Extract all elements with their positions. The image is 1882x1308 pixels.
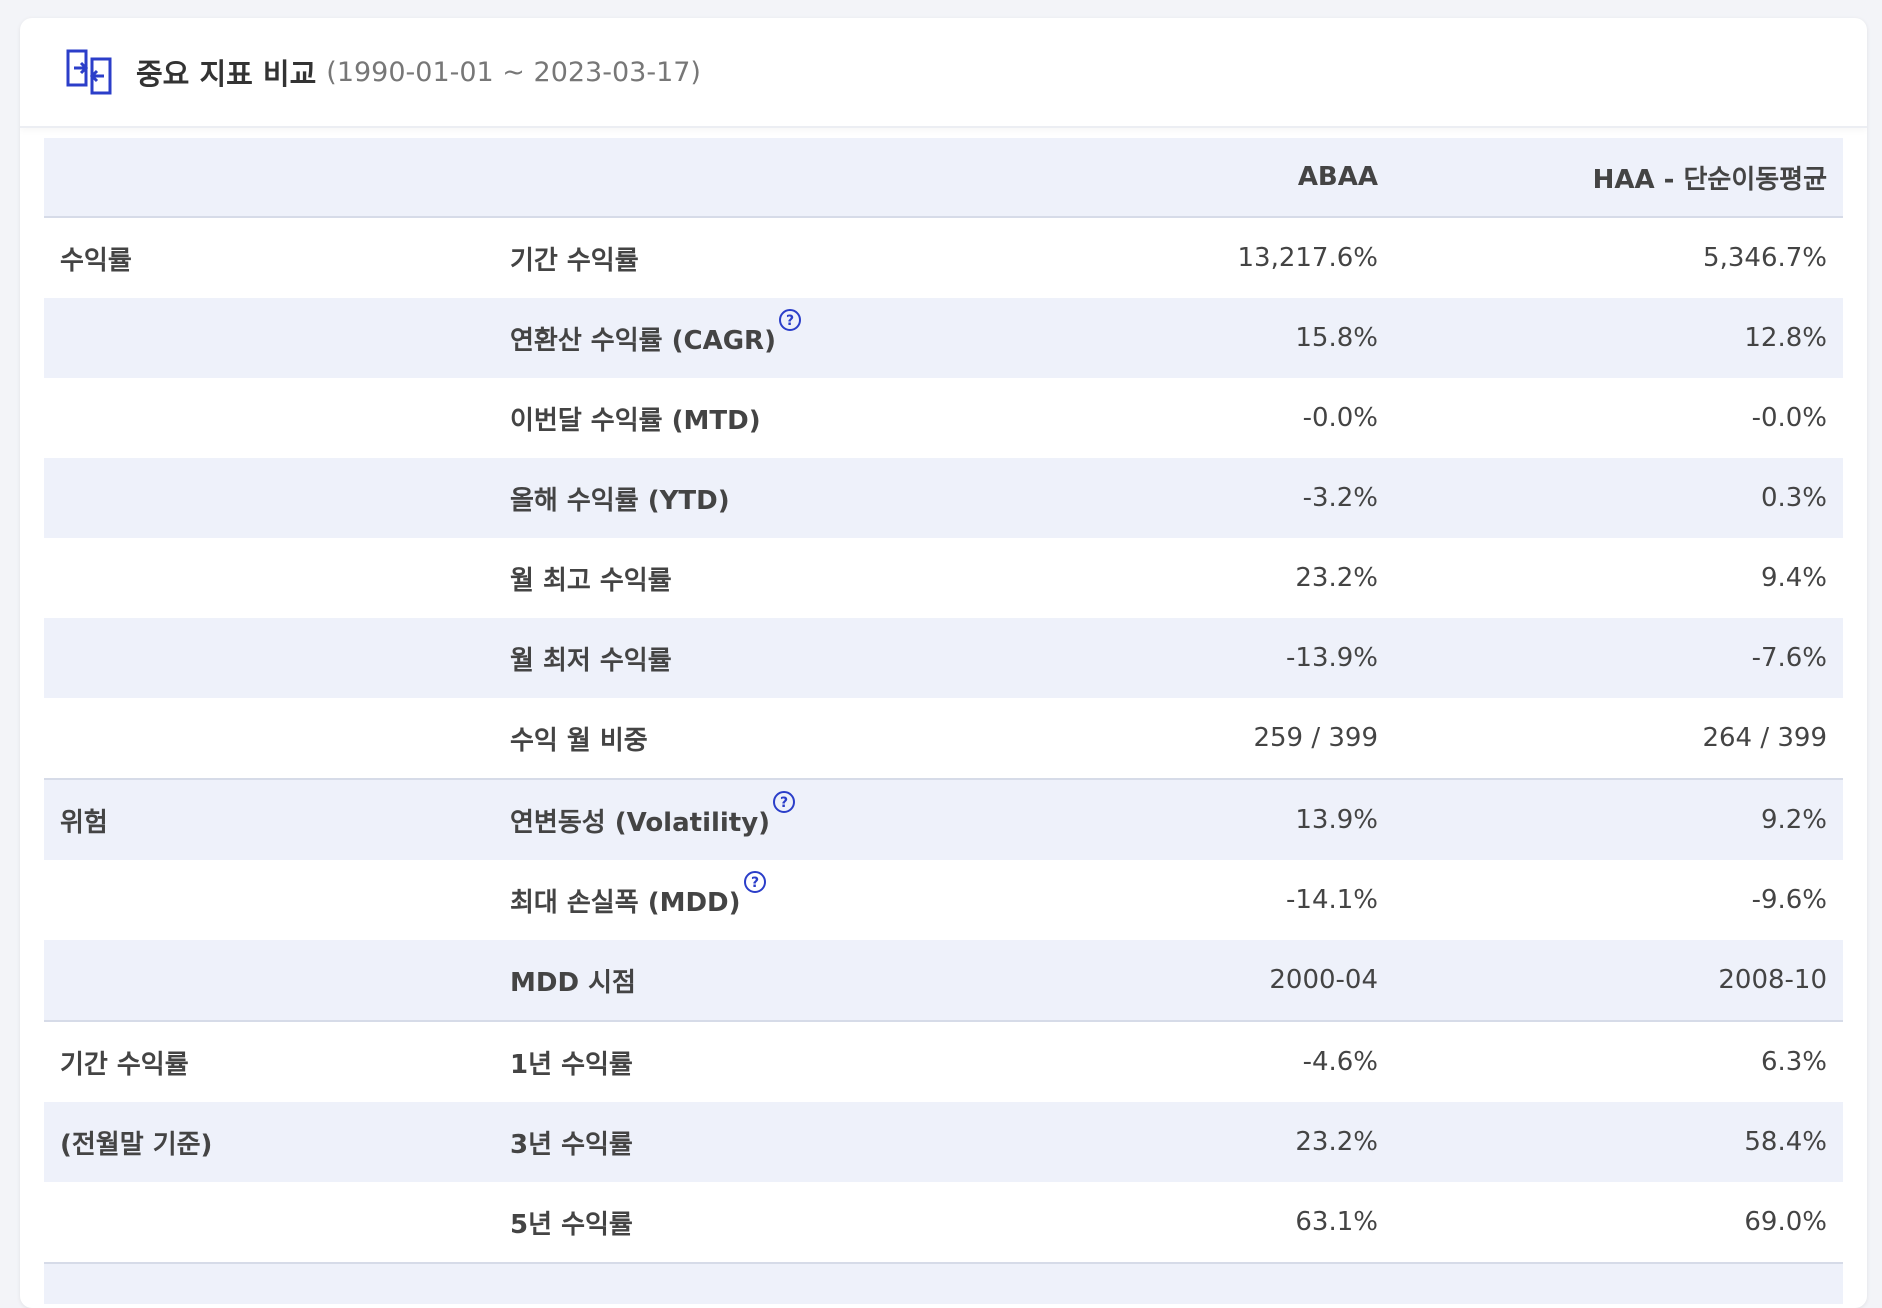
- svg-text:?: ?: [750, 875, 758, 891]
- metric-cell: 3년 수익률: [494, 1124, 944, 1161]
- metric-label: 5년 수익률: [510, 1209, 633, 1240]
- metric-cell: 올해 수익률 (YTD): [494, 480, 944, 517]
- table-row: 위험 연변동성 (Volatility)? 13.9% 9.2%: [44, 780, 1843, 860]
- table-header: ABAA HAA - 단순이동평균: [44, 138, 1843, 218]
- metrics-comparison-card: 중요 지표 비교 (1990-01-01 ~ 2023-03-17) ABAA …: [20, 18, 1867, 1308]
- metric-label: 월 최고 수익률: [510, 565, 672, 596]
- abaa-value: -0.0%: [1302, 403, 1378, 433]
- haa-value: 58.4%: [1744, 1127, 1827, 1157]
- table-row: 올해 수익률 (YTD) -3.2% 0.3%: [44, 458, 1843, 538]
- haa-value: -0.0%: [1751, 403, 1827, 433]
- metric-label: 1년 수익률: [510, 1049, 633, 1080]
- header-abaa: ABAA: [1297, 162, 1378, 192]
- metric-label: 3년 수익률: [510, 1129, 633, 1160]
- table-row: 기간 수익률 1년 수익률 -4.6% 6.3%: [44, 1022, 1843, 1102]
- abaa-value: -4.6%: [1302, 1047, 1378, 1077]
- haa-value: -7.6%: [1751, 643, 1827, 673]
- metric-cell: 연환산 수익률 (CAGR)?: [494, 308, 944, 357]
- abaa-value: 63.1%: [1295, 1207, 1378, 1237]
- metric-label: 기간 수익률: [510, 245, 639, 276]
- group-cell: 기간 수익률: [60, 1049, 189, 1080]
- table-row: 최대 손실폭 (MDD)? -14.1% -9.6%: [44, 860, 1843, 940]
- abaa-value: 13.9%: [1295, 805, 1378, 835]
- table-row: 5년 수익률 63.1% 69.0%: [44, 1182, 1843, 1264]
- abaa-value: 13,217.6%: [1237, 243, 1379, 273]
- table-row: [44, 1264, 1843, 1304]
- haa-value: 5,346.7%: [1703, 243, 1827, 273]
- metric-cell: 1년 수익률: [494, 1044, 944, 1081]
- group-cell: 수익률: [60, 245, 132, 276]
- haa-value: 69.0%: [1744, 1207, 1827, 1237]
- metric-cell: 월 최저 수익률: [494, 640, 944, 677]
- period-range: (1990-01-01 ~ 2023-03-17): [326, 56, 701, 88]
- table-row: 이번달 수익률 (MTD) -0.0% -0.0%: [44, 378, 1843, 458]
- card-header: 중요 지표 비교 (1990-01-01 ~ 2023-03-17): [20, 18, 1867, 128]
- help-icon[interactable]: ?: [743, 870, 767, 894]
- table-row: 월 최고 수익률 23.2% 9.4%: [44, 538, 1843, 618]
- abaa-value: 23.2%: [1295, 563, 1378, 593]
- haa-value: 264 / 399: [1702, 723, 1827, 753]
- table-row: 월 최저 수익률 -13.9% -7.6%: [44, 618, 1843, 698]
- metric-label: 최대 손실폭 (MDD): [510, 887, 741, 918]
- metric-cell: 수익 월 비중: [494, 720, 944, 757]
- haa-value: 0.3%: [1760, 483, 1827, 513]
- metric-cell: 기간 수익률: [494, 240, 944, 277]
- help-icon[interactable]: ?: [772, 790, 796, 814]
- table-row: 연환산 수익률 (CAGR)? 15.8% 12.8%: [44, 298, 1843, 378]
- group-cell: (전월말 기준): [60, 1129, 213, 1160]
- metric-cell: 5년 수익률: [494, 1204, 944, 1241]
- page-title: 중요 지표 비교: [136, 57, 317, 91]
- metric-label: 연변동성 (Volatility): [510, 807, 771, 838]
- header-haa: HAA - 단순이동평균: [1592, 164, 1827, 195]
- table-row: (전월말 기준) 3년 수익률 23.2% 58.4%: [44, 1102, 1843, 1182]
- abaa-value: 259 / 399: [1253, 723, 1378, 753]
- metric-cell: MDD 시점: [494, 962, 944, 999]
- metric-cell: 이번달 수익률 (MTD): [494, 400, 944, 437]
- haa-value: 6.3%: [1760, 1047, 1827, 1077]
- abaa-value: -13.9%: [1286, 643, 1378, 673]
- metric-label: 이번달 수익률 (MTD): [510, 405, 761, 436]
- metric-cell: 월 최고 수익률: [494, 560, 944, 597]
- metric-label: 올해 수익률 (YTD): [510, 485, 730, 516]
- metric-label: 연환산 수익률 (CAGR): [510, 325, 776, 356]
- table-row: 수익 월 비중 259 / 399 264 / 399: [44, 698, 1843, 780]
- metric-label: MDD 시점: [510, 967, 636, 998]
- haa-value: 9.2%: [1760, 805, 1827, 835]
- metric-cell: 최대 손실폭 (MDD)?: [494, 870, 944, 919]
- abaa-value: 15.8%: [1295, 323, 1378, 353]
- table-row: MDD 시점 2000-04 2008-10: [44, 940, 1843, 1022]
- help-icon[interactable]: ?: [778, 308, 802, 332]
- table-body: 수익률 기간 수익률 13,217.6% 5,346.7% 연환산 수익률 (CAGR)…: [44, 218, 1843, 1264]
- abaa-value: -3.2%: [1302, 483, 1378, 513]
- metric-cell: 연변동성 (Volatility)?: [494, 790, 944, 839]
- svg-text:?: ?: [780, 795, 788, 811]
- svg-text:?: ?: [786, 313, 794, 329]
- metric-label: 수익 월 비중: [510, 725, 648, 756]
- group-cell: 위험: [60, 807, 108, 838]
- haa-value: 12.8%: [1744, 323, 1827, 353]
- abaa-value: -14.1%: [1286, 885, 1378, 915]
- metrics-table: ABAA HAA - 단순이동평균 수익률 기간 수익률 13,217.6% 5,34…: [44, 138, 1843, 1304]
- haa-value: -9.6%: [1751, 885, 1827, 915]
- haa-value: 2008-10: [1718, 965, 1827, 995]
- abaa-value: 23.2%: [1295, 1127, 1378, 1157]
- compare-arrows-icon: [66, 49, 112, 95]
- table-row: 수익률 기간 수익률 13,217.6% 5,346.7%: [44, 218, 1843, 298]
- haa-value: 9.4%: [1760, 563, 1827, 593]
- abaa-value: 2000-04: [1269, 965, 1378, 995]
- metric-label: 월 최저 수익률: [510, 645, 672, 676]
